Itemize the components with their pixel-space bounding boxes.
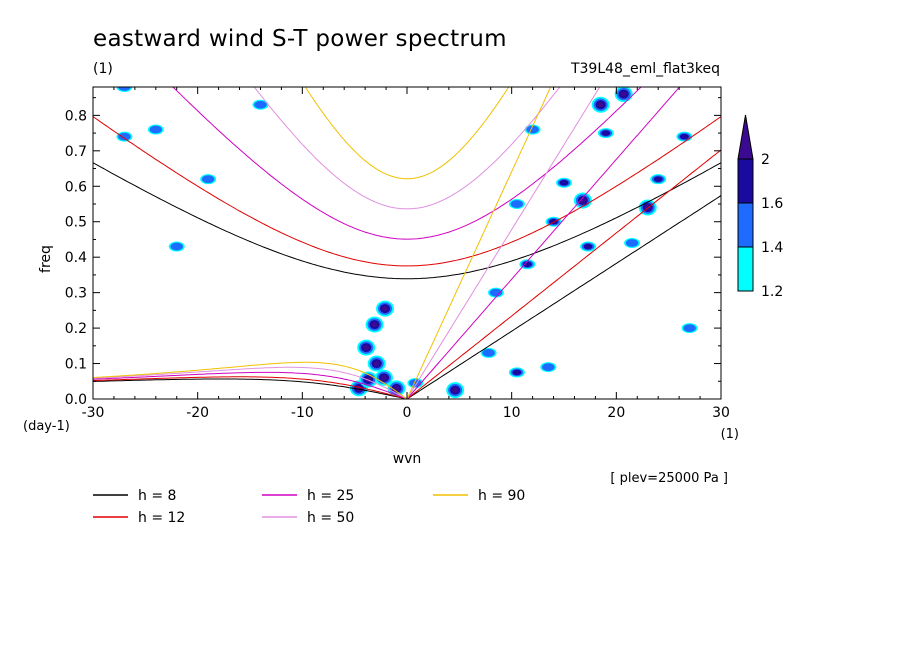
- power-blob: [583, 243, 593, 250]
- rossby-wave-curve: [93, 366, 408, 399]
- kelvin-wave-curve: [406, 87, 601, 399]
- legend-label: h = 12: [138, 510, 185, 526]
- power-blob: [510, 200, 524, 208]
- power-blob: [371, 321, 378, 328]
- y-tick-label: 0.6: [65, 179, 87, 195]
- power-blob: [542, 363, 555, 371]
- kelvin-wave-curve: [406, 149, 721, 399]
- gravity-wave-curve: [93, 162, 721, 280]
- gravity-wave-curve: [172, 87, 642, 240]
- legend-label: h = 90: [478, 488, 525, 504]
- power-blob: [373, 360, 380, 367]
- legend-label: h = 50: [307, 510, 354, 526]
- x-tick-label: -10: [291, 405, 314, 421]
- y-tick-label: 0.1: [65, 357, 87, 373]
- power-blob: [381, 305, 389, 312]
- x-tick-label: 0: [403, 405, 412, 421]
- kelvin-wave-curve: [406, 87, 552, 399]
- power-blob: [679, 133, 689, 140]
- power-blob: [601, 130, 611, 136]
- power-blob: [597, 102, 604, 108]
- power-blob: [149, 125, 163, 134]
- x-axis-label: wvn: [393, 451, 422, 467]
- power-blob: [118, 87, 131, 91]
- power-blob: [363, 344, 370, 351]
- power-blob: [254, 100, 267, 109]
- power-blob: [683, 324, 696, 332]
- rossby-wave-curve: [93, 376, 408, 399]
- colorbar-label: 2: [761, 152, 770, 168]
- y-tick-label: 0.8: [65, 108, 87, 124]
- legend-label: h = 8: [138, 488, 176, 504]
- power-blob: [512, 369, 522, 376]
- x-tick-label: 30: [712, 405, 730, 421]
- experiment-name: T39L48_eml_flat3keq: [570, 61, 720, 77]
- y-tick-label: 0.0: [65, 392, 87, 408]
- power-blob: [380, 375, 388, 381]
- chart-title: eastward wind S-T power spectrum: [93, 26, 507, 52]
- kelvin-wave-curve: [406, 195, 721, 399]
- y-tick-label: 0.2: [65, 321, 87, 337]
- y-axis-units: (day-1): [23, 419, 70, 434]
- y-tick-label: 0.4: [65, 250, 87, 266]
- power-blob: [201, 175, 215, 184]
- x-tick-label: 20: [607, 405, 625, 421]
- x-tick-label: -20: [186, 405, 209, 421]
- legend: h = 8 h = 12 h = 25 h = 50 h = 90: [93, 488, 525, 526]
- power-blob: [625, 239, 639, 247]
- power-blob: [482, 349, 495, 357]
- y-axis-label: freq: [38, 245, 54, 273]
- colorbar-box: [737, 202, 754, 248]
- power-blob: [393, 385, 400, 392]
- power-blob: [526, 125, 539, 134]
- plev-note: [ plev=25000 Pa ]: [610, 471, 728, 486]
- colorbar-label: 1.6: [761, 196, 783, 212]
- x-axis-units: (1): [721, 427, 739, 442]
- dispersion-curves: [93, 87, 721, 399]
- power-contours: [116, 87, 698, 399]
- power-blob: [522, 261, 532, 268]
- colorbar-arrow: [737, 114, 754, 160]
- power-blob: [118, 132, 131, 141]
- power-blob: [620, 91, 627, 97]
- colorbar: 1.2 1.4 1.6 2: [737, 114, 783, 300]
- gravity-wave-curve: [304, 87, 510, 180]
- x-tick-label: -30: [82, 405, 105, 421]
- gravity-wave-curve: [93, 116, 721, 267]
- y-tick-label: 0.5: [65, 215, 87, 231]
- title-units: (1): [93, 61, 113, 77]
- legend-label: h = 25: [307, 488, 354, 504]
- colorbar-label: 1.4: [761, 240, 783, 256]
- gravity-wave-curve: [253, 87, 561, 210]
- y-tick-label: 0.3: [65, 286, 87, 302]
- rossby-wave-curve: [93, 361, 408, 399]
- y-tick-label: 0.7: [65, 144, 87, 160]
- kelvin-wave-curve: [406, 87, 681, 399]
- power-blob: [653, 176, 663, 182]
- power-blob: [452, 387, 459, 393]
- power-blob: [170, 242, 183, 251]
- rossby-wave-curve: [93, 371, 408, 399]
- colorbar-box: [737, 246, 754, 292]
- colorbar-box: [737, 158, 754, 204]
- x-tick-label: 10: [503, 405, 521, 421]
- colorbar-label: 1.2: [761, 284, 783, 300]
- power-blob: [559, 179, 569, 186]
- rossby-wave-curve: [93, 378, 408, 399]
- power-blob: [489, 288, 503, 297]
- axis-ticks: -30 -20 -10 0 10 20 30 0.0 0.1 0.2 0.3 0.4 0.5 0.6 0.7…: [65, 87, 730, 421]
